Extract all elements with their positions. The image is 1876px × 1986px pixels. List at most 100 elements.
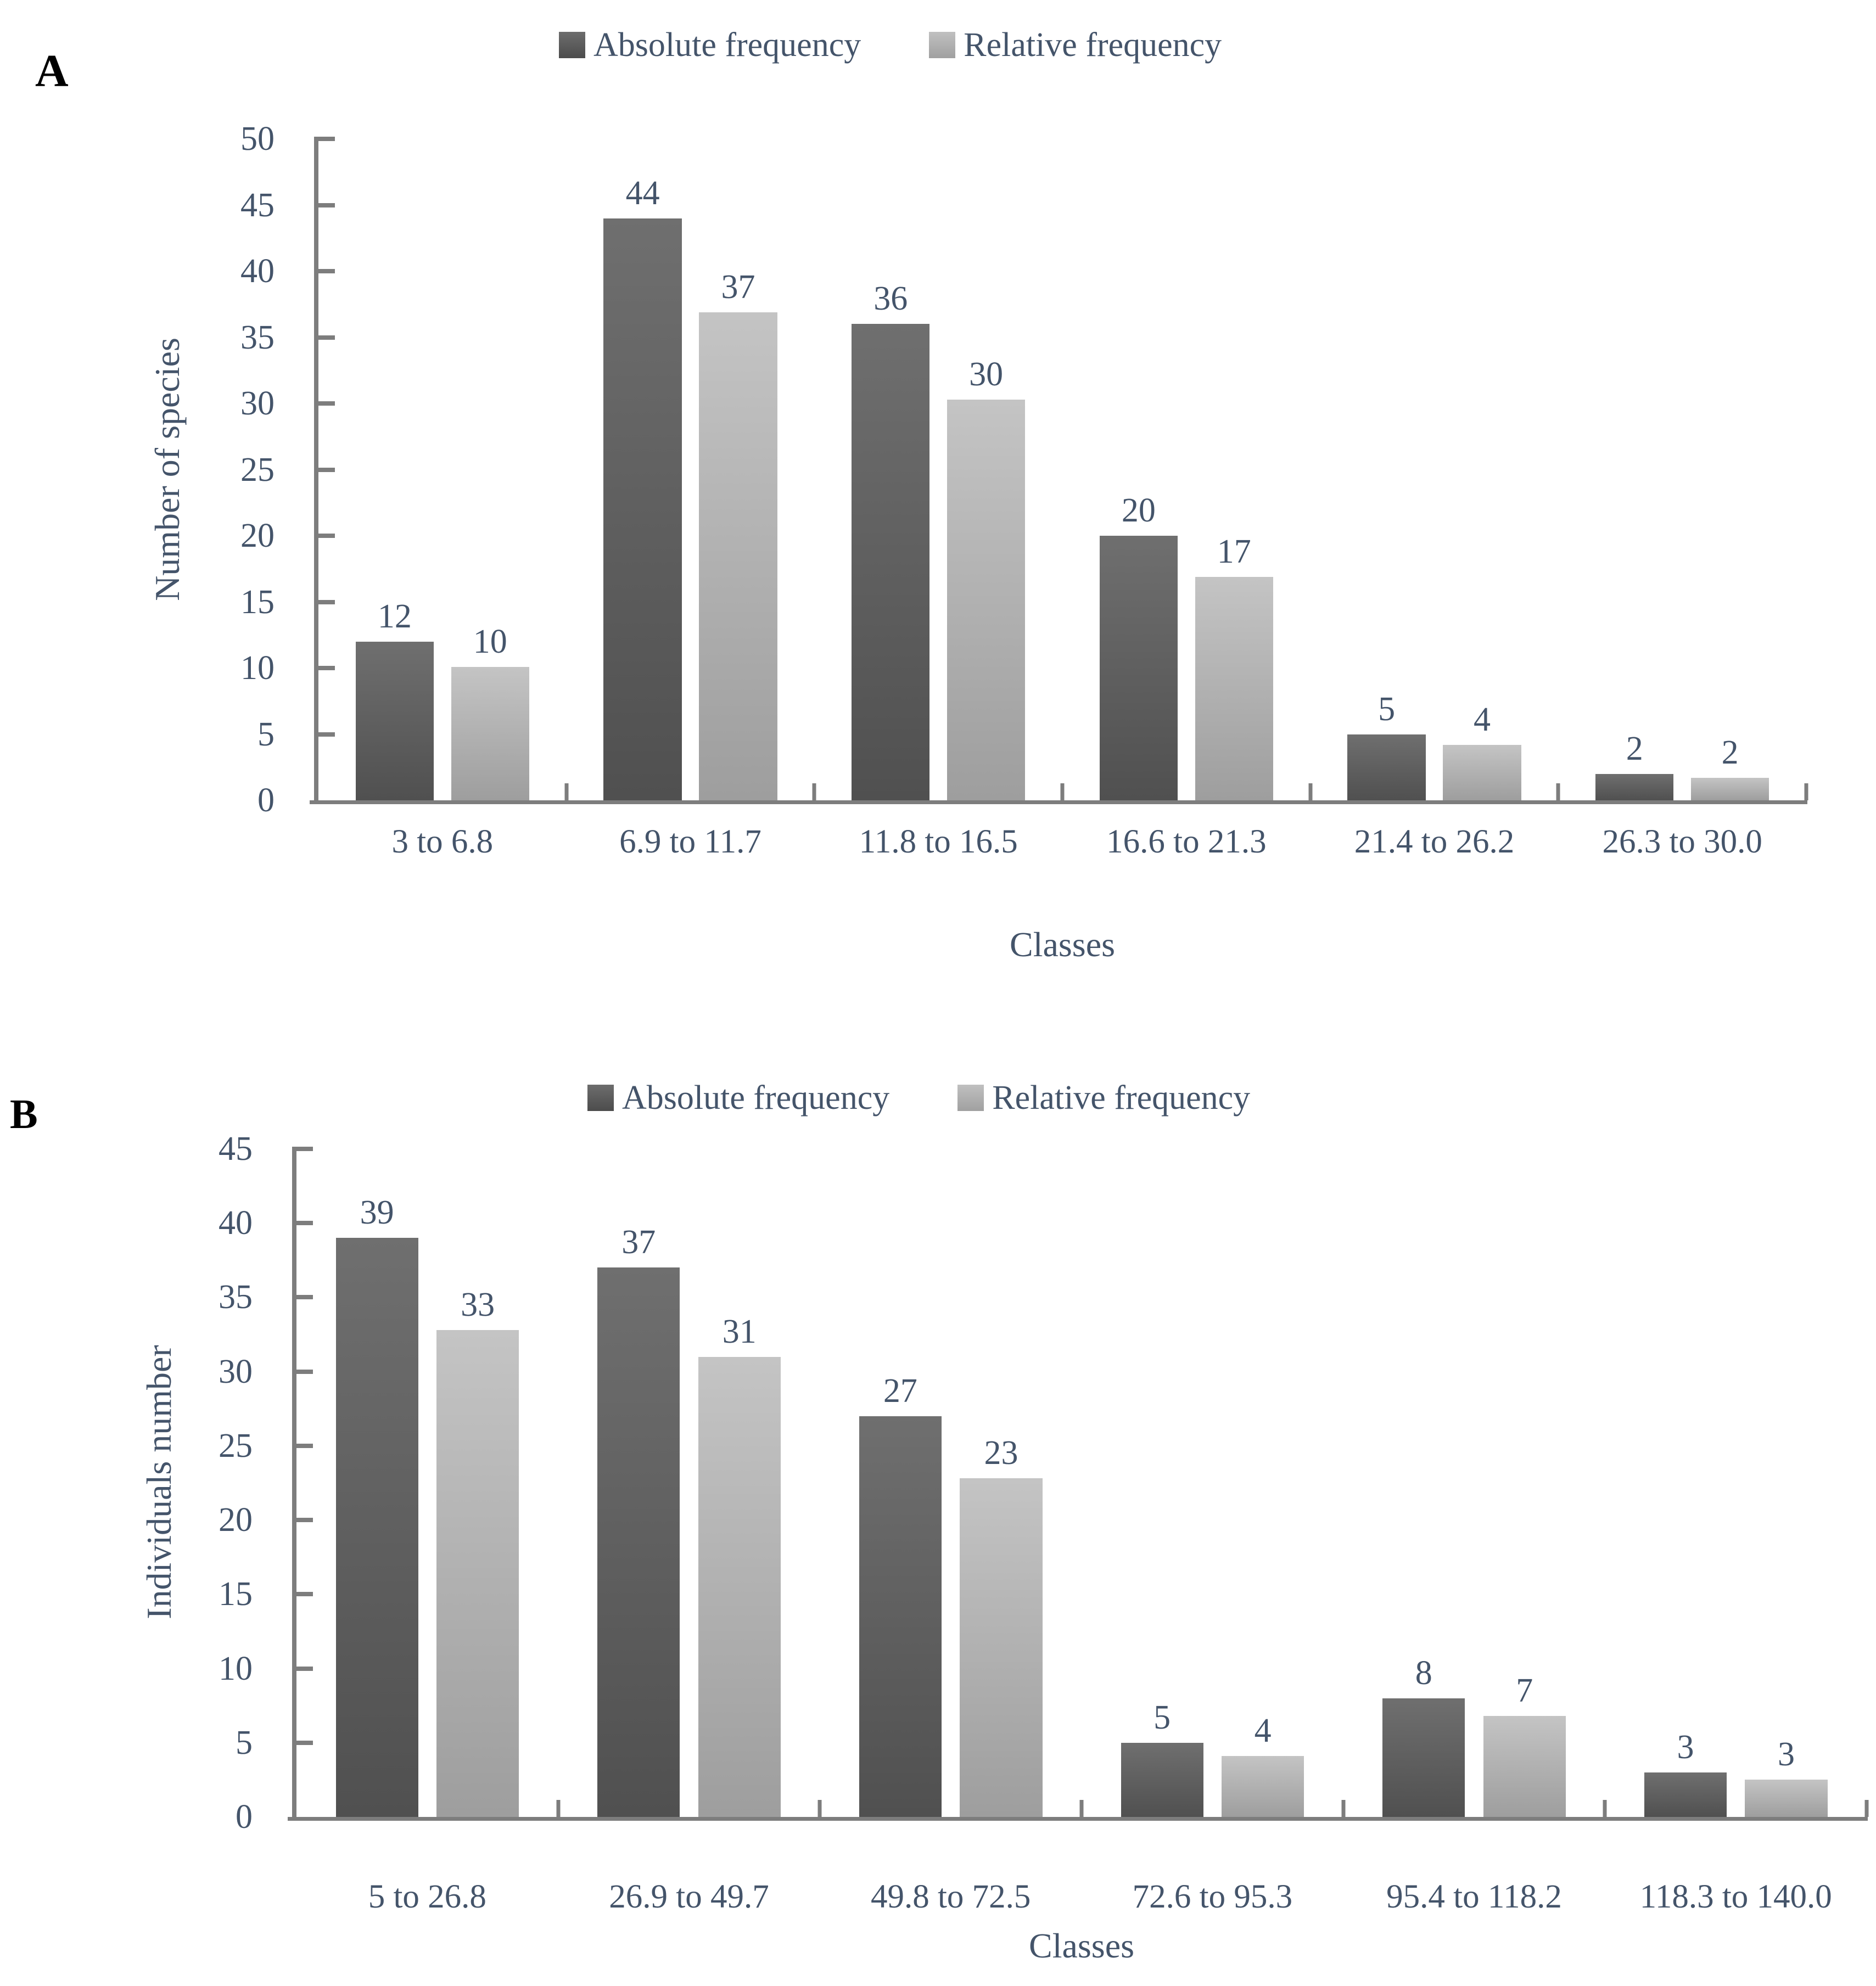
y-tick-label: 30 [219,1353,253,1390]
y-tick-mark [296,1147,313,1151]
y-tick-label: 40 [240,253,275,290]
bar-with-label: 20 [1099,139,1178,800]
legend: Absolute frequency Relative frequency [587,1079,1250,1117]
bar-with-label: 30 [947,139,1026,800]
bar-with-label: 37 [699,139,777,800]
bar-with-label: 5 [1121,1149,1203,1817]
y-tick-label: 5 [257,715,275,753]
relative-frequency-bar [1222,1756,1304,1817]
y-tick-mark [296,1518,313,1523]
bar-group: 12 10 [318,139,567,800]
absolute-frequency-bar [1099,536,1178,800]
y-tick-mark [318,666,335,670]
y-tick-label: 45 [219,1130,253,1168]
data-label: 37 [621,1224,656,1261]
data-label: 12 [377,597,412,635]
x-tick-mark [1079,1800,1084,1817]
data-label: 23 [984,1434,1018,1472]
data-label: 10 [473,622,507,660]
y-tick-label: 50 [240,120,275,158]
x-tick-mark [1308,783,1313,800]
y-tick-mark [296,1369,313,1374]
bar-with-label: 10 [451,139,529,800]
relative-frequency-bar [960,1478,1043,1817]
y-tick-mark [296,1666,313,1671]
y-tick-mark [318,137,335,141]
bar-groups: 39 33 37 31 27 23 5 4 8 7 3 3 [296,1149,1867,1817]
relative-frequency-bar [698,1356,781,1817]
y-tick-label: 45 [240,186,275,224]
y-tick-label: 25 [219,1427,253,1465]
panel-b: B Absolute frequency Relative frequency … [0,994,1876,1986]
x-tick-mark [1556,783,1560,800]
y-tick-label: 25 [240,451,275,489]
bar-with-label: 33 [436,1149,519,1817]
y-tick-mark [296,1592,313,1597]
x-tick-mark [1804,783,1808,800]
absolute-frequency-bar [597,1267,680,1817]
relative-frequency-bar [1443,744,1521,800]
bar-with-label: 4 [1222,1149,1304,1817]
absolute-frequency-bar [1347,734,1426,800]
data-label: 3 [1677,1728,1694,1766]
data-label: 8 [1415,1654,1432,1692]
absolute-frequency-bar [1121,1742,1203,1817]
y-tick-label: 0 [257,782,275,819]
y-tick-mark [318,203,335,207]
category-label: 26.3 to 30.0 [1602,823,1762,860]
data-label: 33 [461,1286,495,1323]
bar-with-label: 36 [852,139,930,800]
y-tick-mark [296,1295,313,1300]
legend-label-absolute: Absolute frequency [593,26,861,64]
bar-groups: 12 10 44 37 36 30 20 17 5 4 2 2 [318,139,1806,800]
data-label: 2 [1626,730,1643,767]
panel-a: A Absolute frequency Relative frequency … [35,26,1808,964]
data-label: 37 [721,268,755,306]
x-axis-labels: 3 to 6.8 6.9 to 11.7 11.8 to 16.5 16.6 to 2… [318,823,1806,860]
bar-with-label: 8 [1382,1149,1465,1817]
y-tick-mark [318,335,335,340]
bar-with-label: 12 [355,139,434,800]
legend-item-absolute: Absolute frequency [559,26,861,64]
category-label: 16.6 to 21.3 [1106,823,1267,860]
x-tick-mark [817,1800,822,1817]
y-tick-label: 15 [219,1575,253,1613]
bar-with-label: 3 [1745,1149,1828,1817]
bar-group: 37 31 [558,1149,820,1817]
y-tick-mark [318,401,335,406]
absolute-frequency-bar [335,1238,418,1817]
y-tick-label: 10 [219,1650,253,1687]
data-label: 31 [722,1312,757,1350]
bar-group: 27 23 [820,1149,1082,1817]
bar-with-label: 31 [698,1149,781,1817]
x-tick-mark [1060,783,1065,800]
y-tick-mark [296,1443,313,1448]
x-axis-title: Classes [1010,925,1115,964]
x-axis-labels: 5 to 26.8 26.9 to 49.7 49.8 to 72.5 72.6 to… [296,1878,1867,1915]
bar-group: 44 37 [567,139,815,800]
bar-group: 20 17 [1062,139,1311,800]
category-label: 95.4 to 118.2 [1386,1878,1562,1915]
data-label: 17 [1217,532,1251,570]
absolute-frequency-swatch-icon [587,1085,614,1112]
relative-frequency-bar [1691,778,1769,800]
y-tick-mark [318,467,335,472]
bar-with-label: 17 [1195,139,1273,800]
relative-frequency-bar [947,399,1026,800]
relative-frequency-bar [699,312,777,800]
bar-with-label: 2 [1595,139,1674,800]
bar-with-label: 3 [1644,1149,1727,1817]
y-tick-label: 30 [240,385,275,422]
relative-frequency-bar [1745,1780,1828,1817]
x-tick-mark [564,783,569,800]
y-tick-label: 15 [240,583,275,621]
bar-with-label: 7 [1483,1149,1566,1817]
y-tick-label: 5 [236,1724,253,1761]
x-tick-mark [812,783,816,800]
data-label: 5 [1153,1698,1171,1736]
category-label: 49.8 to 72.5 [870,1878,1031,1915]
legend-item-absolute: Absolute frequency [587,1079,889,1117]
